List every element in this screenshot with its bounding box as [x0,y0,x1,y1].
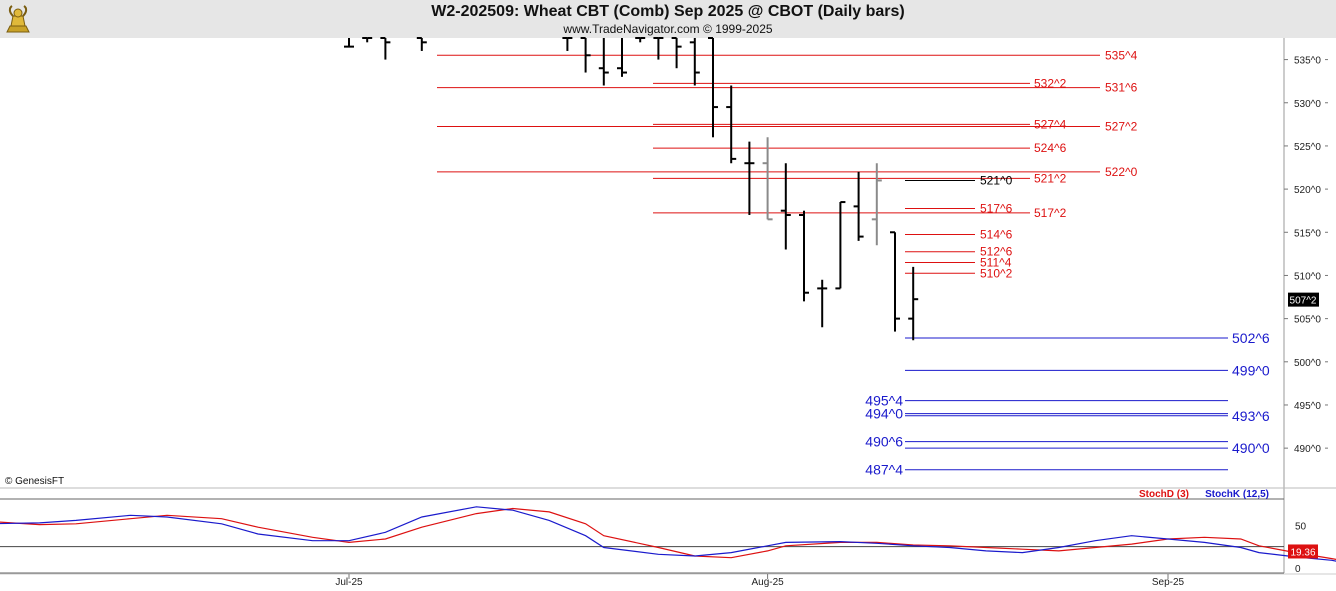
stochastic-tick-label: 50 [1295,521,1307,532]
support-label: 490^0 [1232,440,1270,456]
price-tick-label: 525^0 [1294,142,1321,153]
resistance-label: 517^6 [980,202,1013,216]
price-tick-label: 510^0 [1294,271,1321,282]
stochastic-value-badge [1288,544,1318,559]
resistance-label: 514^6 [980,227,1013,241]
price-tick-label: 490^0 [1294,444,1321,455]
resistance-label: 535^4 [1105,48,1138,62]
support-label: 493^6 [1232,408,1270,424]
price-tick-label: 530^0 [1294,99,1321,110]
resistance-label: 517^2 [1034,206,1067,220]
copyright-label: © GenesisFT [5,476,64,487]
price-tick-label: 505^0 [1294,315,1321,326]
price-tick-label: 515^0 [1294,228,1321,239]
support-label: 487^4 [865,462,903,478]
last-price-label: 507^2 [1290,296,1317,307]
level-lines: 535^4 532^2 531^6 527^4 527^2 524^6 522^0 521^2… [437,48,1270,478]
stochastic-panel: 50 0 StochD (3) StochK (12,5) 19.36 [0,489,1336,575]
gold-bull-logo-icon [3,2,33,35]
support-label: 502^6 [1232,330,1270,346]
support-label: 490^6 [865,434,903,450]
resistance-label: 531^6 [1105,81,1138,95]
support-label: 495^4 [865,393,903,409]
price-axis[interactable]: 535^0 530^0 525^0 520^0 515^0 510^0 505^0 500^0… [1284,56,1328,456]
reference-label: 521^0 [980,173,1013,187]
resistance-label: 510^2 [980,266,1013,280]
resistance-label: 521^2 [1034,171,1067,185]
price-bars [344,37,919,341]
resistance-label: 511^4 [980,256,1012,270]
price-tick-label: 535^0 [1294,56,1321,67]
price-tick-label: 495^0 [1294,401,1321,412]
price-tick-label: 500^0 [1294,358,1321,369]
chart-subtitle: www.TradeNavigator.com © 1999-2025 [563,22,773,36]
support-label: 499^0 [1232,362,1270,378]
resistance-label: 527^4 [1034,117,1067,131]
stoch-k-legend: StochK (12,5) [1205,489,1269,500]
support-label: 494^0 [865,406,903,422]
resistance-label: 532^2 [1034,76,1067,90]
date-tick-label: Jul-25 [335,577,363,588]
stochastic-series-line [0,506,1336,562]
price-tick-label: 520^0 [1294,185,1321,196]
date-tick-label: Aug-25 [751,577,784,588]
stochastic-tick-label: 0 [1295,564,1301,575]
resistance-label: 522^0 [1105,165,1138,179]
date-tick-label: Sep-25 [1152,577,1185,588]
resistance-label: 524^6 [1034,141,1067,155]
stochastic-value-label: 19.36 [1290,547,1315,558]
resistance-label: 512^6 [980,245,1013,259]
chart-header: W2-202509: Wheat CBT (Comb) Sep 2025 @ C… [0,0,1336,38]
chart-title: W2-202509: Wheat CBT (Comb) Sep 2025 @ C… [431,3,905,20]
resistance-label: 527^2 [1105,120,1138,134]
last-price-badge [1288,292,1319,307]
stoch-d-legend: StochD (3) [1139,489,1189,500]
main-panel-frame [0,38,1336,575]
